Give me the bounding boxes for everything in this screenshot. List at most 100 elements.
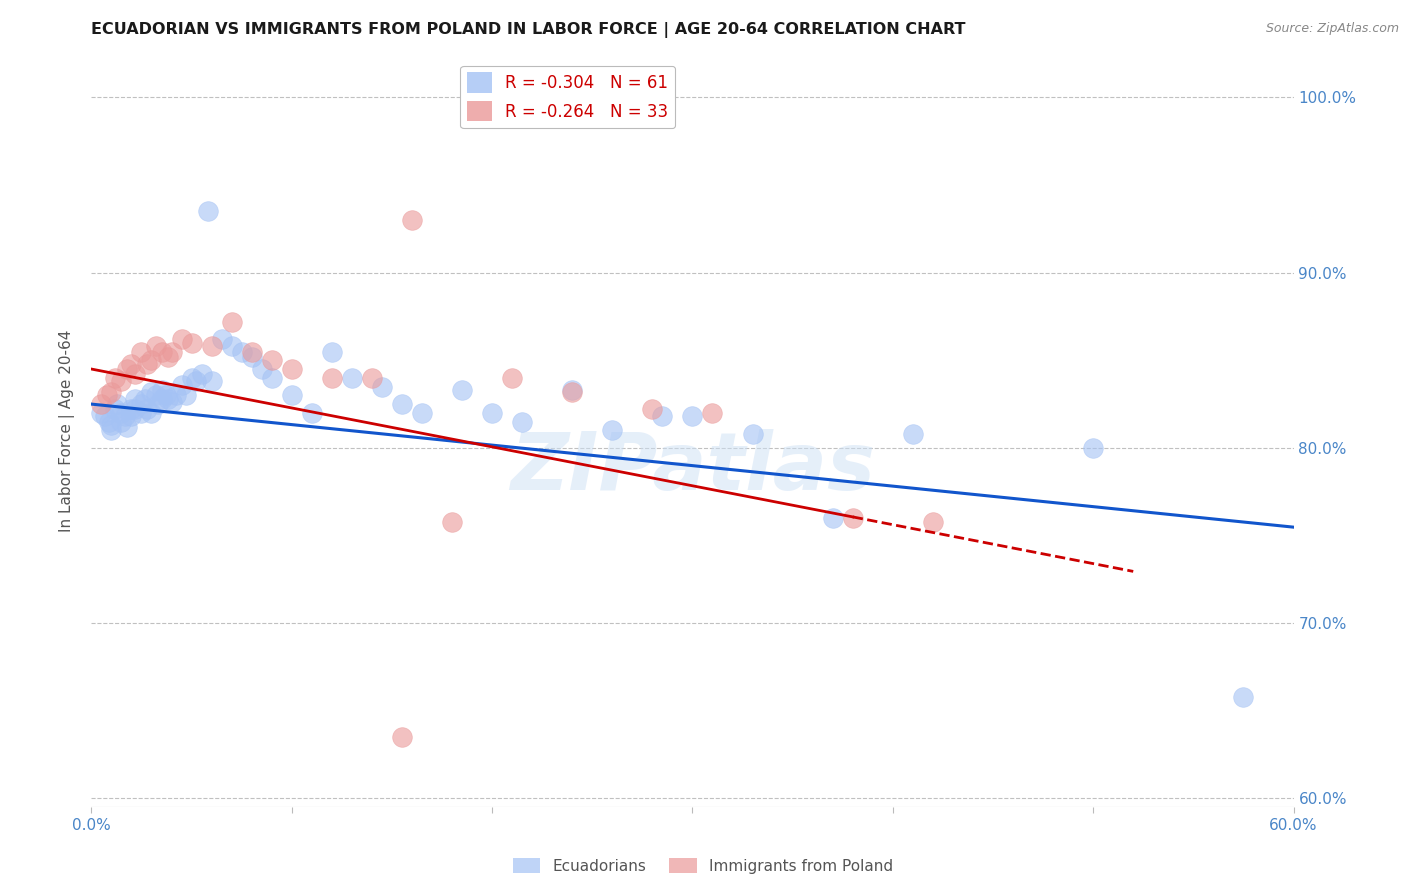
Point — [180, 371, 202, 385]
Point — [124, 368, 146, 382]
Point — [561, 384, 583, 399]
Point — [391, 730, 413, 744]
Point — [240, 344, 263, 359]
Point — [96, 388, 118, 402]
Point — [260, 353, 283, 368]
Point — [141, 353, 163, 368]
Point — [321, 344, 343, 359]
Point — [501, 371, 523, 385]
Point — [211, 332, 233, 346]
Point — [160, 344, 183, 359]
Point — [240, 350, 263, 364]
Point — [150, 344, 173, 359]
Point — [360, 371, 382, 385]
Point — [221, 339, 243, 353]
Point — [94, 409, 117, 424]
Point — [901, 426, 924, 441]
Point — [281, 362, 304, 376]
Point — [100, 384, 122, 399]
Text: ZIPatlas: ZIPatlas — [510, 429, 875, 507]
Point — [141, 406, 163, 420]
Point — [340, 371, 363, 385]
Point — [117, 362, 139, 376]
Point — [146, 397, 169, 411]
Point — [104, 371, 127, 385]
Point — [156, 350, 179, 364]
Point — [150, 383, 173, 397]
Point — [90, 406, 112, 420]
Point — [114, 409, 136, 424]
Point — [391, 397, 413, 411]
Point — [131, 397, 153, 411]
Point — [160, 395, 183, 409]
Point — [841, 511, 863, 525]
Point — [231, 344, 253, 359]
Point — [371, 379, 394, 393]
Point — [90, 397, 112, 411]
Point — [124, 402, 146, 417]
Point — [136, 357, 159, 371]
Point — [440, 515, 463, 529]
Point — [1083, 441, 1105, 455]
Point — [107, 397, 129, 411]
Legend: R = -0.304   N = 61, R = -0.264   N = 33: R = -0.304 N = 61, R = -0.264 N = 33 — [460, 66, 675, 128]
Point — [117, 420, 139, 434]
Point — [170, 377, 193, 392]
Point — [110, 406, 132, 420]
Point — [221, 315, 243, 329]
Point — [510, 415, 533, 429]
Point — [197, 204, 219, 219]
Legend: Ecuadorians, Immigrants from Poland: Ecuadorians, Immigrants from Poland — [506, 852, 900, 880]
Point — [150, 392, 173, 406]
Point — [131, 406, 153, 420]
Point — [121, 357, 143, 371]
Point — [401, 213, 423, 227]
Point — [561, 383, 583, 397]
Point — [301, 406, 323, 420]
Point — [136, 402, 159, 417]
Point — [681, 409, 703, 424]
Point — [131, 344, 153, 359]
Point — [141, 384, 163, 399]
Point — [100, 418, 122, 433]
Point — [411, 406, 433, 420]
Point — [100, 424, 122, 438]
Point — [104, 402, 127, 417]
Point — [641, 402, 664, 417]
Point — [190, 368, 212, 382]
Text: Source: ZipAtlas.com: Source: ZipAtlas.com — [1265, 22, 1399, 36]
Point — [260, 371, 283, 385]
Point — [201, 374, 224, 388]
Point — [121, 409, 143, 424]
Point — [145, 339, 167, 353]
Point — [602, 424, 624, 438]
Point — [321, 371, 343, 385]
Y-axis label: In Labor Force | Age 20-64: In Labor Force | Age 20-64 — [59, 329, 76, 532]
Point — [145, 388, 167, 402]
Point — [201, 339, 224, 353]
Point — [110, 374, 132, 388]
Point — [922, 515, 945, 529]
Point — [170, 332, 193, 346]
Point — [155, 388, 177, 402]
Point — [110, 415, 132, 429]
Point — [98, 415, 121, 429]
Point — [124, 392, 146, 406]
Text: ECUADORIAN VS IMMIGRANTS FROM POLAND IN LABOR FORCE | AGE 20-64 CORRELATION CHAR: ECUADORIAN VS IMMIGRANTS FROM POLAND IN … — [91, 22, 966, 38]
Point — [651, 409, 673, 424]
Point — [174, 388, 197, 402]
Point — [156, 392, 179, 406]
Point — [451, 383, 474, 397]
Point — [702, 406, 724, 420]
Point — [250, 362, 273, 376]
Point — [165, 388, 187, 402]
Point — [180, 335, 202, 350]
Point — [481, 406, 503, 420]
Point — [1232, 690, 1254, 704]
Point — [121, 402, 143, 417]
Point — [281, 388, 304, 402]
Point — [184, 374, 207, 388]
Point — [741, 426, 763, 441]
Point — [821, 511, 844, 525]
Point — [134, 392, 156, 406]
